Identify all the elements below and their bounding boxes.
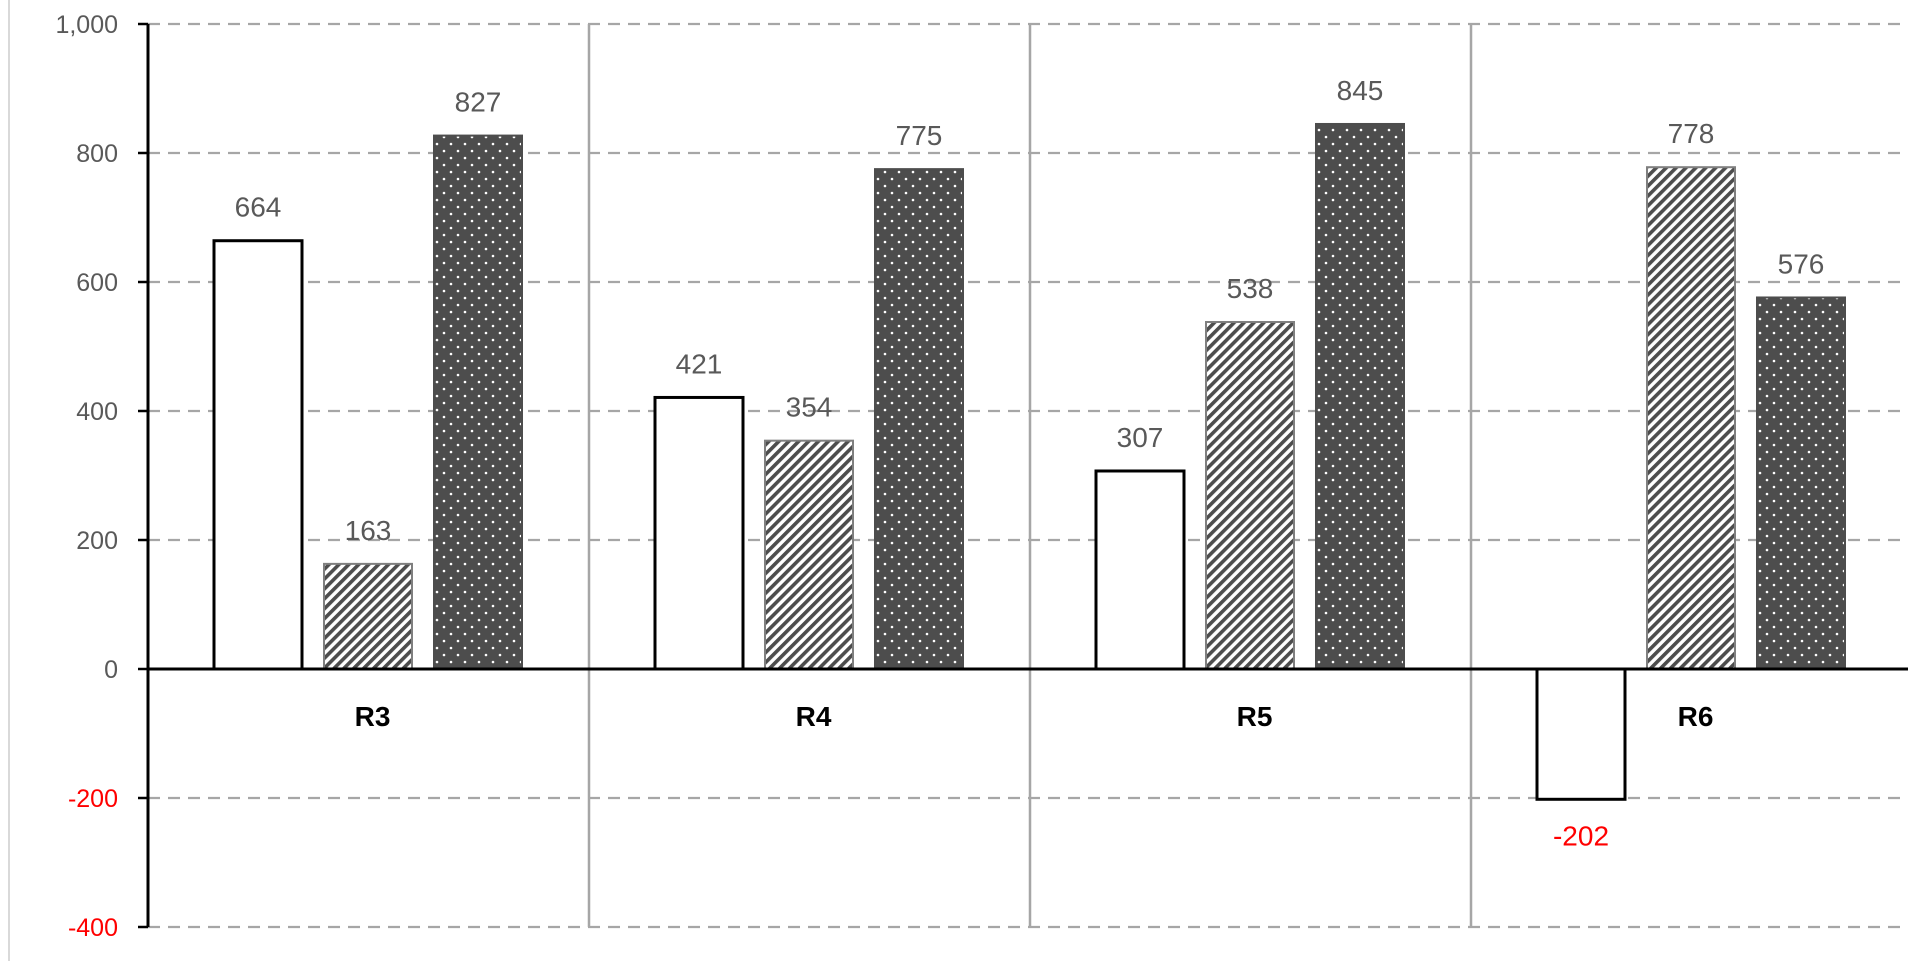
gridlines <box>148 22 1908 929</box>
data-label: -202 <box>1553 820 1609 851</box>
bar <box>1535 667 1627 801</box>
category-separators <box>587 24 1473 927</box>
bar <box>874 168 964 670</box>
bar <box>212 239 304 671</box>
bar <box>1756 296 1846 670</box>
data-label: 538 <box>1227 273 1274 304</box>
bar <box>323 562 413 670</box>
bar <box>1315 122 1405 671</box>
data-label: 845 <box>1337 75 1384 106</box>
y-tick-label: -400 <box>68 914 118 942</box>
y-tick-labels: 1,000 800 600 400 200 0 -200 -400 <box>55 11 118 942</box>
bars <box>212 122 1846 801</box>
y-tick-label: 1,000 <box>55 11 118 39</box>
bar <box>1646 166 1736 670</box>
data-label: 664 <box>235 192 282 223</box>
bar <box>1205 320 1295 670</box>
bar <box>433 134 523 670</box>
data-label: 778 <box>1668 118 1715 149</box>
y-tick-label: 800 <box>76 140 118 168</box>
y-tick-label: -200 <box>68 785 118 813</box>
category-labels: R3 R4 R5 R6 <box>355 701 1714 732</box>
category-label: R4 <box>796 701 832 732</box>
data-label: 163 <box>345 515 392 546</box>
category-label: R5 <box>1237 701 1273 732</box>
category-label: R6 <box>1678 701 1714 732</box>
data-label: 307 <box>1117 422 1164 453</box>
y-tick-label: 600 <box>76 269 118 297</box>
y-tick-label: 0 <box>104 656 118 684</box>
data-labels: 664 163 827 421 354 775 307 538 845 -202 778 576 <box>235 75 1825 851</box>
y-tick-label: 200 <box>76 527 118 555</box>
data-label: 775 <box>896 120 943 151</box>
data-label: 354 <box>786 392 833 423</box>
y-tick-label: 400 <box>76 398 118 426</box>
bar <box>1094 469 1186 671</box>
bar <box>653 395 745 671</box>
bar <box>764 439 854 671</box>
category-label: R3 <box>355 701 391 732</box>
data-label: 827 <box>455 87 502 118</box>
data-label: 421 <box>676 348 723 379</box>
data-label: 576 <box>1778 248 1825 279</box>
axes <box>138 22 1908 929</box>
frame-edge <box>8 0 10 961</box>
